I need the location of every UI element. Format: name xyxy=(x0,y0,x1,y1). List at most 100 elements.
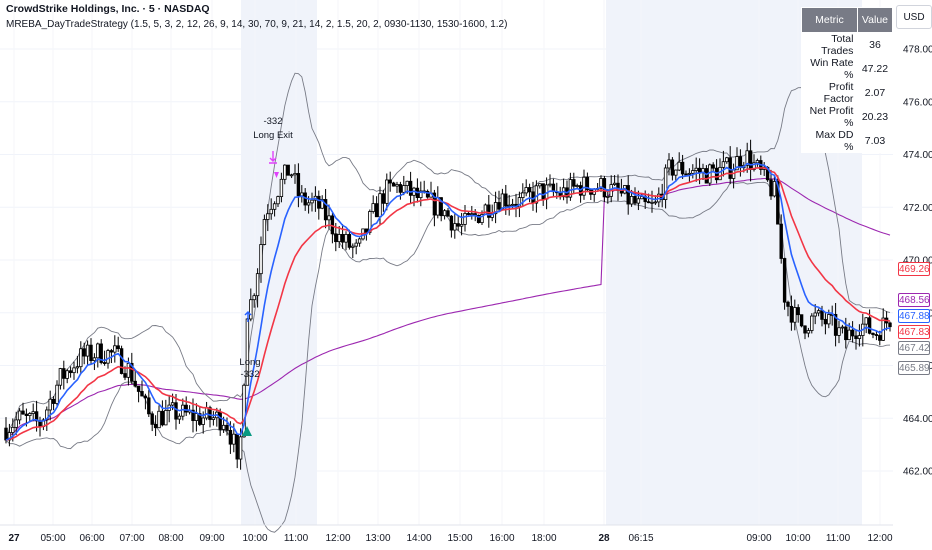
candle-body xyxy=(810,315,814,331)
candle-body xyxy=(803,325,807,334)
candle-body xyxy=(289,174,294,177)
price-label-vwap: 468.56 xyxy=(898,293,930,307)
candle-body xyxy=(626,185,630,205)
metrics-header-metric: Metric xyxy=(801,7,858,33)
candle-body xyxy=(371,203,375,212)
candle-body xyxy=(694,167,698,171)
candle-body xyxy=(636,198,641,204)
candle-body xyxy=(276,196,280,205)
candle-body xyxy=(191,409,195,422)
candle-body xyxy=(680,161,685,175)
chart-title: CrowdStrike Holdings, Inc. · 5 · NASDAQ xyxy=(6,3,210,15)
x-tick-label: 08:00 xyxy=(158,533,183,544)
candle-body xyxy=(385,179,389,204)
long-exit-label: Long Exit xyxy=(253,130,293,141)
candle-body xyxy=(708,164,712,184)
candle-body xyxy=(337,234,341,243)
candle-body xyxy=(378,193,382,218)
metric-value: 47.22 xyxy=(861,62,889,75)
metric-value: 2.07 xyxy=(864,86,886,99)
session-shade xyxy=(241,0,317,525)
candle-body xyxy=(745,150,749,166)
candle-body xyxy=(317,195,321,209)
long-exit-marker xyxy=(274,172,279,178)
y-tick-label: 472.00 xyxy=(903,203,932,214)
candle-body xyxy=(691,170,695,174)
candle-body xyxy=(453,223,457,231)
candle-body xyxy=(140,391,144,397)
candle-body xyxy=(425,190,430,198)
x-tick-label: 10:00 xyxy=(242,533,267,544)
candle-body xyxy=(840,326,845,329)
candle-body xyxy=(449,215,454,231)
candle-body xyxy=(218,411,222,430)
candle-body xyxy=(684,173,688,176)
candle-body xyxy=(857,335,862,339)
candle-body xyxy=(847,329,851,341)
long-entry-label: Long xyxy=(239,357,260,368)
candle-body xyxy=(72,367,76,374)
candle-body xyxy=(816,310,821,314)
candle-body xyxy=(109,350,114,353)
vwap-line xyxy=(5,177,891,441)
metric-label: Win Rate % xyxy=(810,56,854,81)
candle-body xyxy=(62,368,66,379)
metric-label: Net Profit % xyxy=(809,104,854,129)
candle-body xyxy=(92,357,97,361)
candle-body xyxy=(521,192,525,198)
x-tick-label: 10:00 xyxy=(785,533,810,544)
candle-body xyxy=(133,380,137,387)
metrics-table: Metric Value Total Trades 36 Win Rate % … xyxy=(801,7,894,153)
candle-body xyxy=(497,202,501,210)
candle-body xyxy=(102,362,107,364)
candle-body xyxy=(779,223,783,259)
candle-body xyxy=(269,208,273,215)
candle-body xyxy=(113,345,117,353)
candle-body xyxy=(89,344,93,361)
candle-body xyxy=(439,197,443,217)
candle-body xyxy=(470,213,474,216)
candle-body xyxy=(670,159,675,176)
candle-body xyxy=(405,180,409,186)
candle-body xyxy=(225,424,229,431)
metrics-row: Profit Factor 2.07 xyxy=(802,81,893,105)
currency-button[interactable]: USD xyxy=(896,5,932,29)
candle-body xyxy=(150,413,154,425)
candle-body xyxy=(201,417,205,425)
y-tick-label: 474.00 xyxy=(903,150,932,161)
study-label[interactable]: MREBA_DayTradeStrategy (1.5, 5, 3, 2, 12… xyxy=(6,19,508,30)
candle-body xyxy=(793,307,797,323)
price-label-band-low: 465.89 xyxy=(898,361,930,375)
candle-body xyxy=(735,156,739,171)
candle-body xyxy=(687,172,692,175)
candle-body xyxy=(871,332,875,335)
candle-body xyxy=(538,183,542,187)
candle-body xyxy=(204,407,209,419)
candle-body xyxy=(160,410,165,426)
candle-body xyxy=(351,245,355,248)
candle-body xyxy=(153,423,158,429)
candle-body xyxy=(310,199,314,204)
x-tick-label: 09:00 xyxy=(746,533,771,544)
candle-body xyxy=(235,433,239,460)
candle-body xyxy=(704,168,709,184)
candle-body xyxy=(55,384,59,404)
candle-body xyxy=(629,196,634,205)
candle-body xyxy=(259,244,263,275)
candle-body xyxy=(606,195,610,198)
metric-label: Profit Factor xyxy=(823,80,854,105)
candle-body xyxy=(14,419,18,428)
candle-body xyxy=(725,157,729,163)
candle-body xyxy=(395,184,399,187)
candle-body xyxy=(480,214,484,224)
candle-body xyxy=(143,395,148,399)
metrics-row: Net Profit % 20.23 xyxy=(802,105,893,129)
candle-body xyxy=(504,193,508,207)
candle-body xyxy=(789,305,794,323)
metrics-row: Max DD % 7.03 xyxy=(802,129,893,153)
candle-body xyxy=(510,203,515,206)
metrics-header-value: Value xyxy=(856,7,894,33)
candle-body xyxy=(340,234,345,243)
x-tick-label: 15:00 xyxy=(447,533,472,544)
